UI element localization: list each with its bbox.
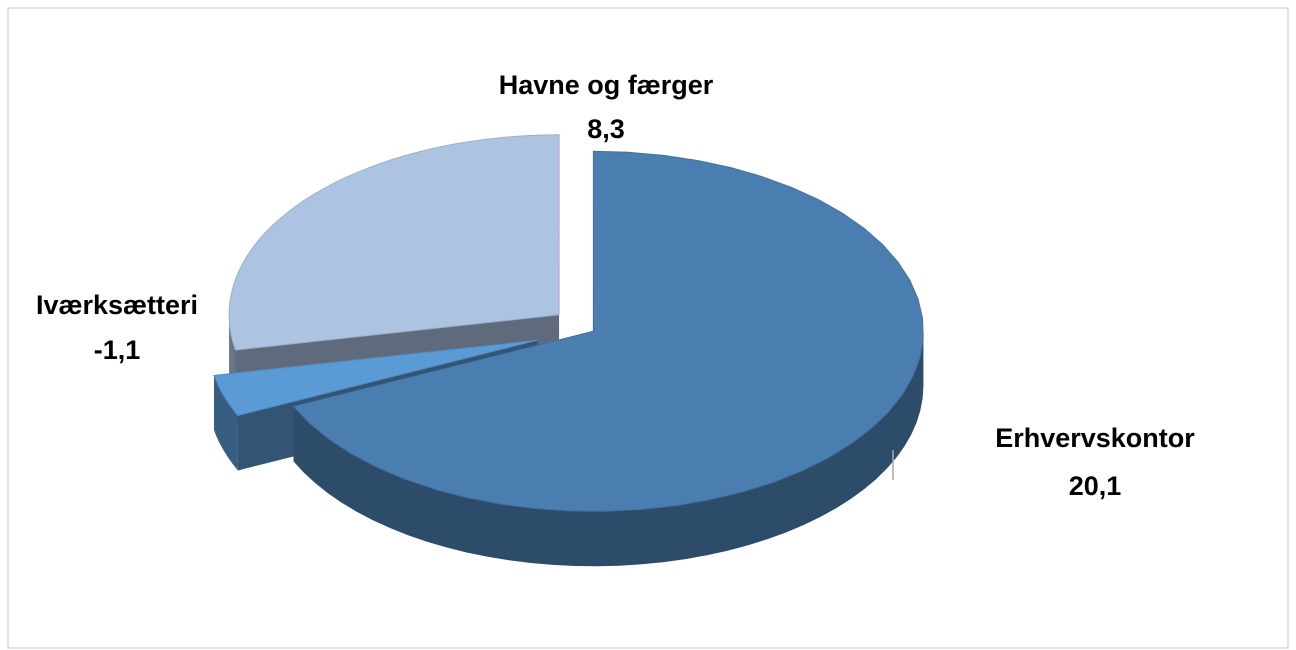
slice-wall bbox=[214, 375, 238, 471]
slice-top bbox=[213, 339, 538, 416]
pie bbox=[213, 134, 924, 567]
slice-label: Iværksætteri bbox=[36, 290, 198, 320]
slice-label: Erhvervskontor bbox=[995, 423, 1195, 453]
slice-label: Havne og færger bbox=[499, 70, 714, 100]
slice-top bbox=[228, 134, 560, 351]
slice-wall bbox=[293, 331, 924, 567]
slice-value-label: -1,1 bbox=[94, 335, 141, 365]
slice-top bbox=[292, 150, 924, 512]
slice-value-label: 20,1 bbox=[1069, 471, 1122, 501]
slice-value-label: 8,3 bbox=[587, 114, 625, 144]
pie-slice bbox=[292, 150, 924, 567]
